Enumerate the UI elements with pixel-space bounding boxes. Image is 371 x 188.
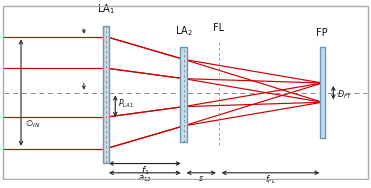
Text: $s$: $s$	[198, 174, 204, 183]
Text: $a_{12}$: $a_{12}$	[138, 174, 152, 184]
Text: $f_{FL}$: $f_{FL}$	[265, 174, 276, 186]
Text: LA$_2$: LA$_2$	[175, 25, 193, 38]
Text: FL: FL	[213, 23, 224, 33]
Bar	[103, 26, 109, 163]
Bar	[320, 47, 325, 138]
Text: $\varnothing_{IN}$: $\varnothing_{IN}$	[25, 118, 40, 130]
Text: $f_1$: $f_1$	[141, 164, 149, 177]
Text: $P_{LA1}$: $P_{LA1}$	[118, 98, 134, 110]
Text: LA$_1$: LA$_1$	[97, 3, 115, 17]
Text: $D_{FT}$: $D_{FT}$	[337, 88, 352, 101]
Bar	[180, 47, 187, 142]
Text: FP: FP	[316, 28, 328, 38]
